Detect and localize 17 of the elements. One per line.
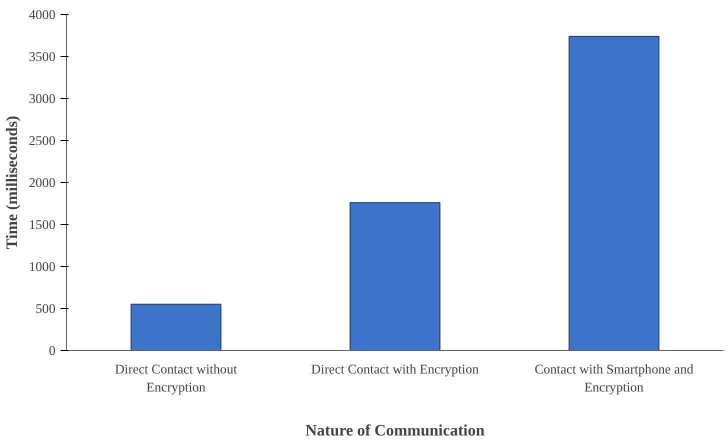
y-tick-label: 3500 bbox=[28, 49, 56, 64]
bar bbox=[130, 304, 222, 350]
y-tick-label: 0 bbox=[48, 343, 56, 358]
x-tick-label: Direct Contact without Encryption bbox=[114, 362, 238, 394]
y-tick-label: 2000 bbox=[28, 175, 56, 190]
y-tick-label: 500 bbox=[36, 301, 56, 316]
x-tick-label: Direct Contact with Encryption bbox=[311, 362, 480, 376]
y-tick-label: 1000 bbox=[28, 259, 56, 274]
bar bbox=[568, 36, 660, 350]
y-tick-label: 2500 bbox=[28, 133, 56, 148]
x-axis-title: Nature of Communication bbox=[305, 422, 485, 440]
x-tick-label: Contact with Smartphone and Encryption bbox=[534, 362, 694, 394]
bar bbox=[350, 202, 440, 350]
y-tick-label: 3000 bbox=[28, 91, 56, 106]
y-tick-label: 4000 bbox=[28, 7, 56, 22]
y-axis-title: Time (milliseconds) bbox=[4, 116, 21, 250]
y-tick-label: 1500 bbox=[28, 217, 56, 232]
